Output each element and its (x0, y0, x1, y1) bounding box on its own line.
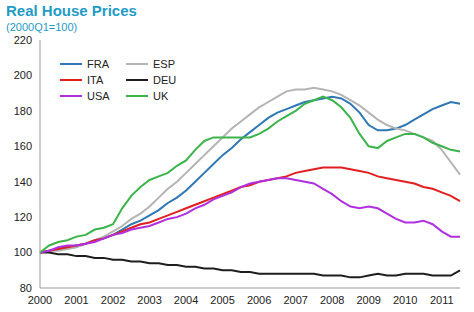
svg-text:2011: 2011 (430, 294, 454, 306)
svg-text:2007: 2007 (283, 294, 307, 306)
svg-text:2002: 2002 (101, 294, 125, 306)
svg-text:2005: 2005 (210, 294, 234, 306)
svg-text:100: 100 (14, 246, 32, 258)
html-text:ITA: ITA (87, 74, 104, 86)
svg-text:2004: 2004 (174, 294, 198, 306)
svg-text:2008: 2008 (320, 294, 344, 306)
html-text:ESP: ESP (153, 58, 175, 70)
html-text:UK: UK (153, 90, 169, 102)
svg-text:160: 160 (14, 140, 32, 152)
svg-text:220: 220 (14, 34, 32, 46)
svg-text:80: 80 (20, 282, 32, 294)
svg-text:2000: 2000 (28, 294, 52, 306)
html-text:Real House Prices: Real House Prices (6, 2, 137, 19)
svg-text:2003: 2003 (137, 294, 161, 306)
svg-text:200: 200 (14, 69, 32, 81)
html-text:FRA: FRA (87, 58, 109, 70)
svg-text:2009: 2009 (356, 294, 380, 306)
svg-text:120: 120 (14, 211, 32, 223)
svg-text:2001: 2001 (64, 294, 88, 306)
html-text:DEU: DEU (153, 74, 177, 86)
svg-text:140: 140 (14, 176, 32, 188)
svg-text:2006: 2006 (247, 294, 271, 306)
html-text:(2000Q1=100): (2000Q1=100) (6, 21, 78, 33)
html-text:USA: USA (87, 90, 110, 102)
svg-text:180: 180 (14, 105, 32, 117)
svg-text:2010: 2010 (393, 294, 417, 306)
